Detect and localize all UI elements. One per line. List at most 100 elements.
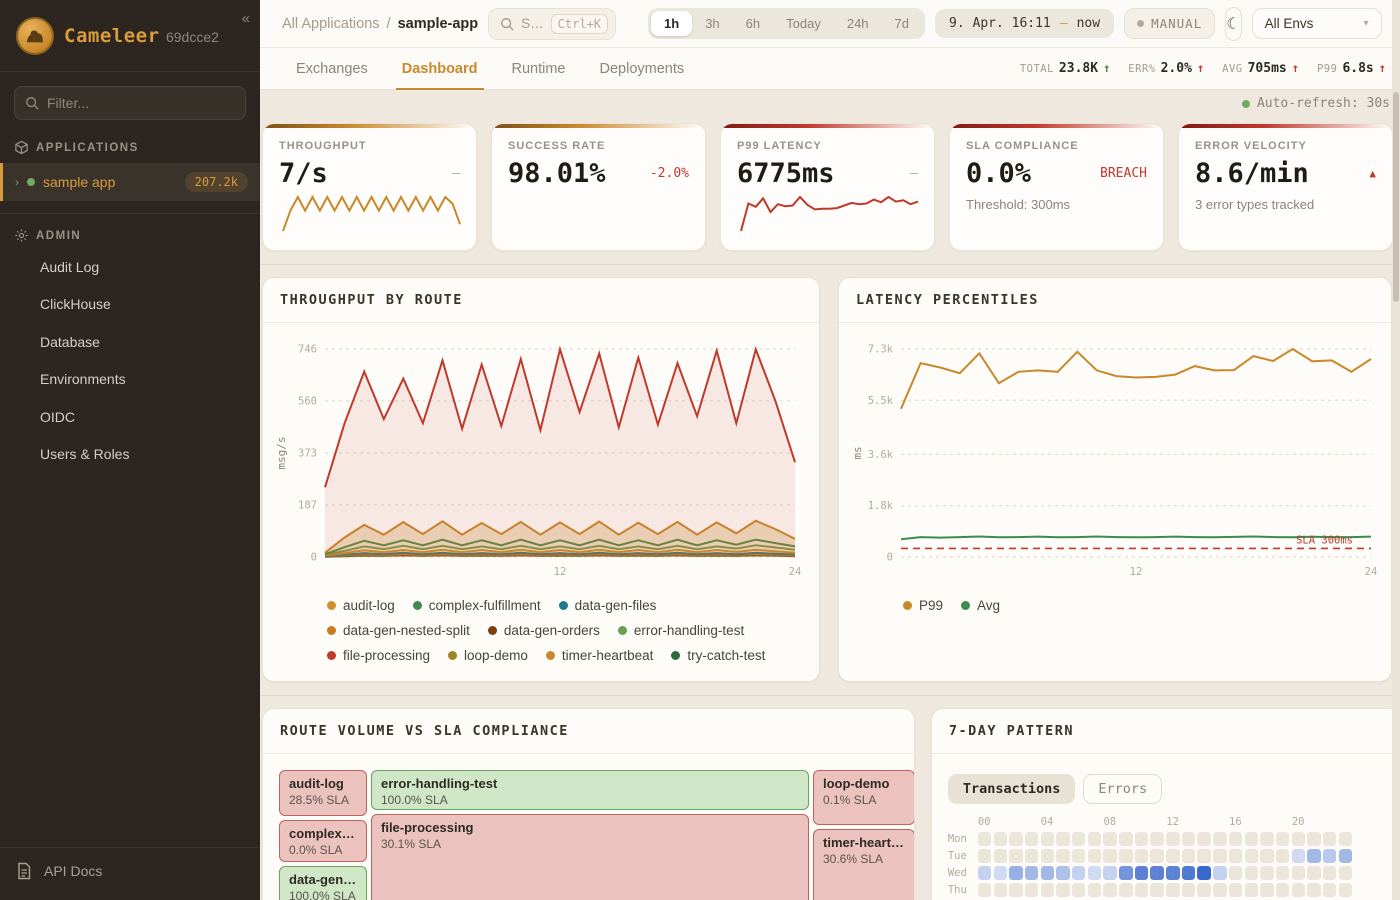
heatmap-cell[interactable] bbox=[1338, 883, 1353, 897]
heatmap-cell[interactable] bbox=[1291, 866, 1306, 880]
heatmap-cell[interactable] bbox=[1040, 849, 1055, 863]
heatmap-cell[interactable] bbox=[1087, 849, 1102, 863]
heatmap-cell[interactable] bbox=[1150, 883, 1164, 897]
heatmap-cell[interactable] bbox=[1275, 832, 1290, 846]
heatmap-cell[interactable] bbox=[1228, 883, 1243, 897]
kpi-card-p99-latency[interactable]: P99 LATENCY 6775ms – bbox=[720, 123, 935, 251]
tab-exchanges[interactable]: Exchanges bbox=[296, 60, 368, 77]
heatmap-cell[interactable] bbox=[1056, 849, 1070, 863]
heatmap-cell[interactable] bbox=[1056, 883, 1070, 897]
time-range-24h[interactable]: 24h bbox=[846, 16, 869, 31]
legend-item-timer-heartbeat[interactable]: timer-heartbeat bbox=[545, 648, 653, 663]
legend-item-try-catch-test[interactable]: try-catch-test bbox=[671, 648, 765, 663]
sidebar-filter-input[interactable]: Filter... bbox=[14, 86, 246, 120]
heatmap-cell[interactable] bbox=[1291, 832, 1306, 846]
sidebar-collapse-icon[interactable]: « bbox=[241, 10, 250, 27]
throughput-by-route-chart[interactable]: 0 187 373 560 746 12 24 msg/s bbox=[273, 335, 809, 583]
heatmap-cell[interactable] bbox=[1275, 866, 1290, 880]
heatmap-cell[interactable] bbox=[977, 832, 992, 846]
heatmap-cell[interactable] bbox=[1024, 832, 1039, 846]
heatmap-cell[interactable] bbox=[1071, 832, 1086, 846]
heatmap-cell[interactable] bbox=[993, 866, 1008, 880]
heatmap-cell[interactable] bbox=[1213, 866, 1227, 880]
heatmap-cell[interactable] bbox=[993, 832, 1008, 846]
heatmap-cell[interactable] bbox=[1009, 883, 1023, 897]
heatmap-cell[interactable] bbox=[1338, 849, 1353, 863]
heatmap-cell[interactable] bbox=[1150, 832, 1164, 846]
heatmap-cell[interactable] bbox=[1260, 866, 1274, 880]
heatmap-cell[interactable] bbox=[1024, 849, 1039, 863]
date-range-picker[interactable]: 9. Apr. 16:11 — now bbox=[935, 9, 1115, 38]
heatmap-cell[interactable] bbox=[1244, 832, 1259, 846]
heatmap-cell[interactable] bbox=[1213, 832, 1227, 846]
kpi-card-sla-compliance[interactable]: SLA COMPLIANCE 0.0% BREACH Threshold: 300ms bbox=[949, 123, 1164, 251]
heatmap-cell[interactable] bbox=[1291, 849, 1306, 863]
heatmap-cell[interactable] bbox=[1197, 883, 1211, 897]
sidebar-item-api-docs[interactable]: API Docs bbox=[0, 847, 260, 900]
heatmap-cell[interactable] bbox=[977, 849, 992, 863]
time-range-3h[interactable]: 3h bbox=[705, 16, 720, 31]
heatmap-cell[interactable] bbox=[1275, 883, 1290, 897]
time-range-6h[interactable]: 6h bbox=[745, 16, 761, 31]
heatmap-cell[interactable] bbox=[1244, 866, 1259, 880]
heatmap-cell[interactable] bbox=[1009, 849, 1023, 863]
heatmap-cell[interactable] bbox=[1322, 866, 1337, 880]
tab-deployments[interactable]: Deployments bbox=[599, 60, 685, 77]
heatmap-cell[interactable] bbox=[1119, 883, 1133, 897]
time-range-today[interactable]: Today bbox=[786, 16, 821, 31]
heatmap-cell[interactable] bbox=[1181, 883, 1196, 897]
heatmap-cell[interactable] bbox=[1338, 832, 1353, 846]
treemap-cell-loop-demo[interactable]: loop-demo 0.1% SLA bbox=[813, 770, 914, 825]
heatmap-cell[interactable] bbox=[1291, 883, 1306, 897]
heatmap-cell[interactable] bbox=[1228, 866, 1243, 880]
legend-item-file-processing[interactable]: file-processing bbox=[327, 648, 430, 663]
env-select[interactable]: All Envs ▾ bbox=[1251, 8, 1382, 39]
heatmap-cell[interactable] bbox=[1024, 883, 1039, 897]
heatmap-cell[interactable] bbox=[1260, 832, 1274, 846]
heatmap-cell[interactable] bbox=[1071, 883, 1086, 897]
heatmap-cell[interactable] bbox=[1228, 849, 1243, 863]
heatmap-cell[interactable] bbox=[1181, 832, 1196, 846]
breadcrumb-all-applications[interactable]: All Applications bbox=[282, 15, 380, 32]
heatmap-cell[interactable] bbox=[1181, 849, 1196, 863]
heatmap-cell[interactable] bbox=[1338, 866, 1353, 880]
heatmap-cell[interactable] bbox=[1322, 832, 1337, 846]
tab-dashboard[interactable]: Dashboard bbox=[395, 48, 484, 90]
kpi-card-success-rate[interactable]: SUCCESS RATE 98.01% -2.0% bbox=[491, 123, 706, 251]
heatmap-cell[interactable] bbox=[1307, 832, 1321, 846]
tab-runtime[interactable]: Runtime bbox=[511, 60, 566, 77]
treemap-cell-data-gen-files[interactable]: data-gen-files 100.0% SLA bbox=[279, 866, 367, 900]
treemap-cell-timer-heartbeat[interactable]: timer-heartbeat 30.6% SLA bbox=[813, 829, 914, 900]
heatmap-cell[interactable] bbox=[1040, 883, 1055, 897]
sidebar-item-oidc[interactable]: OIDC bbox=[40, 408, 75, 425]
heatmap-cell[interactable] bbox=[1134, 849, 1149, 863]
heatmap-cell[interactable] bbox=[1103, 849, 1117, 863]
heatmap-cell[interactable] bbox=[1119, 866, 1133, 880]
heatmap-cell[interactable] bbox=[1244, 849, 1259, 863]
heatmap-cell[interactable] bbox=[1307, 866, 1321, 880]
treemap-cell-audit-log[interactable]: audit-log 28.5% SLA bbox=[279, 770, 367, 816]
heatmap-cell[interactable] bbox=[1150, 849, 1164, 863]
heatmap-cell[interactable] bbox=[993, 849, 1008, 863]
heatmap-cell[interactable] bbox=[1103, 866, 1117, 880]
heatmap-cell[interactable] bbox=[1087, 866, 1102, 880]
heatmap-tab-errors[interactable]: Errors bbox=[1083, 774, 1163, 804]
time-range-7d[interactable]: 7d bbox=[894, 16, 910, 31]
heatmap-cell[interactable] bbox=[1009, 832, 1023, 846]
treemap-cell-file-processing[interactable]: file-processing 30.1% SLA bbox=[371, 814, 809, 900]
heatmap-cell[interactable] bbox=[1166, 832, 1180, 846]
kpi-card-throughput[interactable]: THROUGHPUT 7/s – bbox=[262, 123, 477, 251]
scrollbar[interactable] bbox=[1392, 0, 1400, 900]
heatmap-cell[interactable] bbox=[1260, 849, 1274, 863]
legend-item-data-gen-files[interactable]: data-gen-files bbox=[558, 598, 656, 613]
heatmap-cell[interactable] bbox=[1260, 883, 1274, 897]
legend-item-complex-fulfillment[interactable]: complex-fulfillment bbox=[412, 598, 541, 613]
heatmap-cell[interactable] bbox=[1166, 883, 1180, 897]
heatmap-cell[interactable] bbox=[1103, 883, 1117, 897]
heatmap-cell[interactable] bbox=[1166, 866, 1180, 880]
heatmap-cell[interactable] bbox=[1009, 866, 1023, 880]
heatmap-cell[interactable] bbox=[1244, 883, 1259, 897]
sidebar-item-database[interactable]: Database bbox=[40, 333, 100, 350]
heatmap-cell[interactable] bbox=[1087, 883, 1102, 897]
heatmap-cell[interactable] bbox=[1119, 849, 1133, 863]
